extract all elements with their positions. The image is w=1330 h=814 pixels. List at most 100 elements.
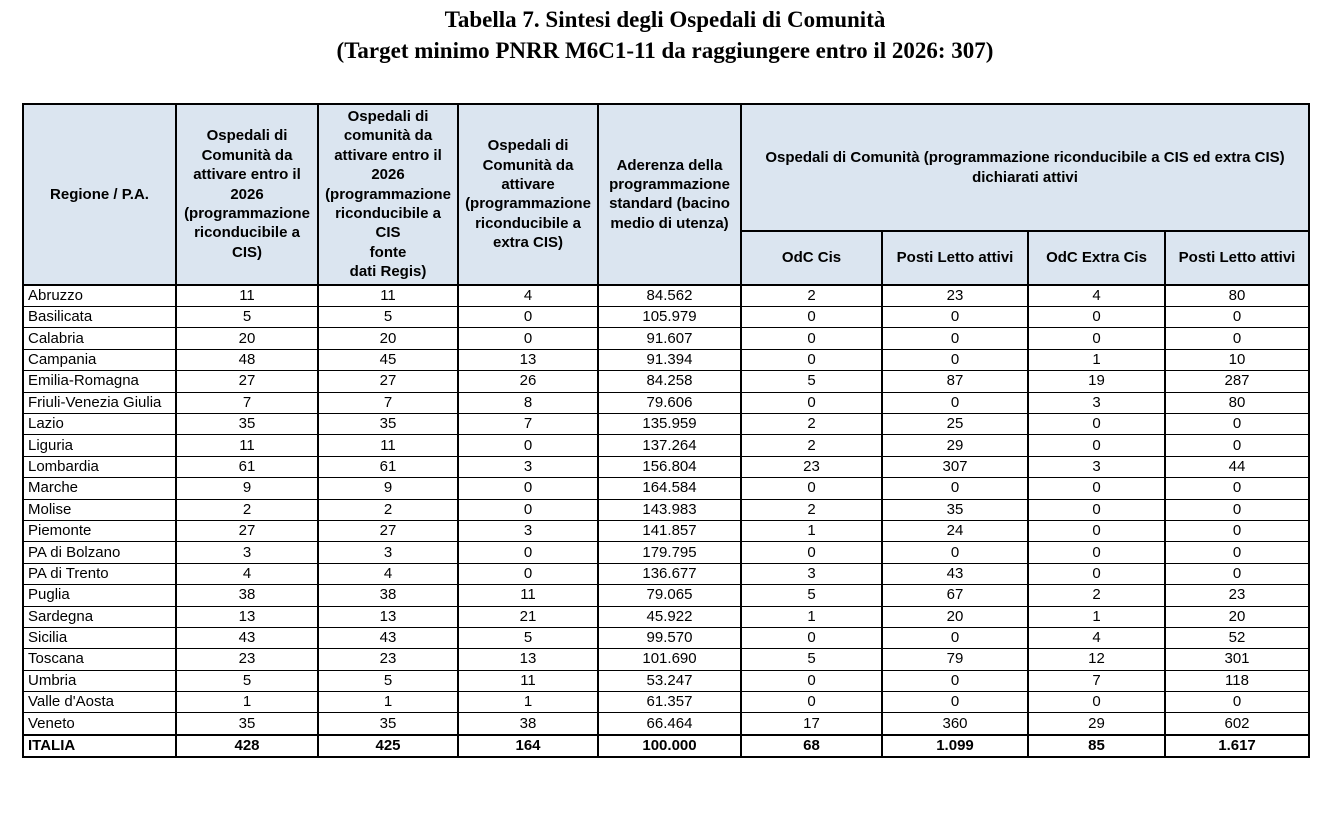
value-cell: 0 — [1027, 412, 1166, 436]
value-cell: 118 — [1163, 669, 1311, 693]
region-cell: Piemonte — [22, 519, 177, 543]
value-cell: 35 — [881, 498, 1029, 521]
value-cell: 61 — [175, 455, 319, 479]
value-cell: 0 — [1027, 691, 1166, 714]
value-cell: 164 — [457, 733, 599, 758]
table-row: Emilia-Romagna 27 27 26 84.258 5 87 19 287 — [22, 370, 1311, 393]
region-cell: Puglia — [22, 584, 177, 607]
value-cell: 0 — [457, 306, 599, 329]
value-cell: 100.000 — [597, 733, 742, 758]
value-cell: 0 — [1163, 327, 1311, 350]
value-cell: 80 — [1163, 391, 1311, 415]
region-cell: Molise — [22, 498, 177, 521]
value-cell: 38 — [457, 712, 599, 736]
value-cell: 0 — [1163, 519, 1311, 543]
value-cell: 7 — [1027, 669, 1166, 693]
value-cell: 0 — [457, 434, 599, 457]
value-cell: 35 — [175, 412, 319, 436]
value-cell: 0 — [1163, 541, 1311, 564]
value-cell: 0 — [457, 541, 599, 564]
region-cell: Toscana — [22, 648, 177, 671]
value-cell: 20 — [881, 605, 1029, 628]
value-cell: 3 — [317, 541, 459, 564]
header-odc-cis-2026: Ospedali di Comunità da attivare entro i… — [175, 103, 319, 286]
value-cell: 0 — [881, 391, 1029, 415]
value-cell: 5 — [740, 648, 883, 671]
value-cell: 27 — [175, 519, 319, 543]
value-cell: 84.562 — [597, 284, 742, 308]
value-cell: 4 — [1027, 284, 1166, 308]
value-cell: 99.570 — [597, 626, 742, 650]
value-cell: 0 — [1163, 498, 1311, 521]
value-cell: 43 — [175, 626, 319, 650]
table-row: Molise 2 2 0 143.983 2 35 0 0 — [22, 498, 1311, 521]
region-cell: Emilia-Romagna — [22, 370, 177, 393]
value-cell: 17 — [740, 712, 883, 736]
value-cell: 5 — [317, 306, 459, 329]
value-cell: 45 — [317, 348, 459, 372]
value-cell: 44 — [1163, 455, 1311, 479]
value-cell: 0 — [1027, 306, 1166, 329]
total-row: ITALIA 428 425 164 100.000 68 1.099 85 1.617 — [22, 733, 1311, 758]
value-cell: 61 — [317, 455, 459, 479]
value-cell: 101.690 — [597, 648, 742, 671]
table-row: Liguria 11 11 0 137.264 2 29 0 0 — [22, 434, 1311, 457]
value-cell: 7 — [175, 391, 319, 415]
table-row: Puglia 38 38 11 79.065 5 67 2 23 — [22, 584, 1311, 607]
value-cell: 1 — [457, 691, 599, 714]
value-cell: 5 — [317, 669, 459, 693]
value-cell: 2 — [740, 412, 883, 436]
value-cell: 11 — [175, 284, 319, 308]
value-cell: 1 — [1027, 605, 1166, 628]
value-cell: 0 — [740, 391, 883, 415]
value-cell: 91.394 — [597, 348, 742, 372]
value-cell: 0 — [1163, 434, 1311, 457]
table-row: Valle d'Aosta 1 1 1 61.357 0 0 0 0 — [22, 691, 1311, 714]
value-cell: 35 — [317, 412, 459, 436]
value-cell: 35 — [175, 712, 319, 736]
value-cell: 45.922 — [597, 605, 742, 628]
value-cell: 23 — [175, 648, 319, 671]
ospedali-di-comunita-table: Regione / P.A. Ospedali di Comunità da a… — [22, 102, 1311, 759]
table-row: Lombardia 61 61 3 156.804 23 307 3 44 — [22, 455, 1311, 479]
value-cell: 23 — [317, 648, 459, 671]
value-cell: 13 — [317, 605, 459, 628]
value-cell: 143.983 — [597, 498, 742, 521]
value-cell: 0 — [1163, 412, 1311, 436]
value-cell: 0 — [1027, 477, 1166, 500]
value-cell: 4 — [457, 284, 599, 308]
value-cell: 1 — [175, 691, 319, 714]
value-cell: 87 — [881, 370, 1029, 393]
value-cell: 307 — [881, 455, 1029, 479]
region-cell: Sardegna — [22, 605, 177, 628]
value-cell: 287 — [1163, 370, 1311, 393]
value-cell: 0 — [1163, 562, 1311, 586]
value-cell: 2 — [740, 434, 883, 457]
region-cell: Friuli-Venezia Giulia — [22, 391, 177, 415]
table-row: PA di Bolzano 3 3 0 179.795 0 0 0 0 — [22, 541, 1311, 564]
value-cell: 48 — [175, 348, 319, 372]
value-cell: 137.264 — [597, 434, 742, 457]
value-cell: 3 — [457, 519, 599, 543]
value-cell: 52 — [1163, 626, 1311, 650]
value-cell: 5 — [740, 370, 883, 393]
value-cell: 1.617 — [1163, 733, 1311, 758]
table-title: Tabella 7. Sintesi degli Ospedali di Com… — [0, 4, 1330, 66]
table-row: Friuli-Venezia Giulia 7 7 8 79.606 0 0 3 80 — [22, 391, 1311, 415]
table-row: Veneto 35 35 38 66.464 17 360 29 602 — [22, 712, 1311, 736]
region-cell: Basilicata — [22, 306, 177, 329]
value-cell: 0 — [1027, 541, 1166, 564]
value-cell: 13 — [457, 348, 599, 372]
value-cell: 20 — [317, 327, 459, 350]
value-cell: 1 — [317, 691, 459, 714]
value-cell: 2 — [175, 498, 319, 521]
value-cell: 0 — [881, 477, 1029, 500]
value-cell: 20 — [175, 327, 319, 350]
value-cell: 23 — [1163, 584, 1311, 607]
region-cell: Calabria — [22, 327, 177, 350]
value-cell: 27 — [317, 370, 459, 393]
value-cell: 2 — [1027, 584, 1166, 607]
table-row: Campania 48 45 13 91.394 0 0 1 10 — [22, 348, 1311, 372]
value-cell: 13 — [457, 648, 599, 671]
table-row: Toscana 23 23 13 101.690 5 79 12 301 — [22, 648, 1311, 671]
